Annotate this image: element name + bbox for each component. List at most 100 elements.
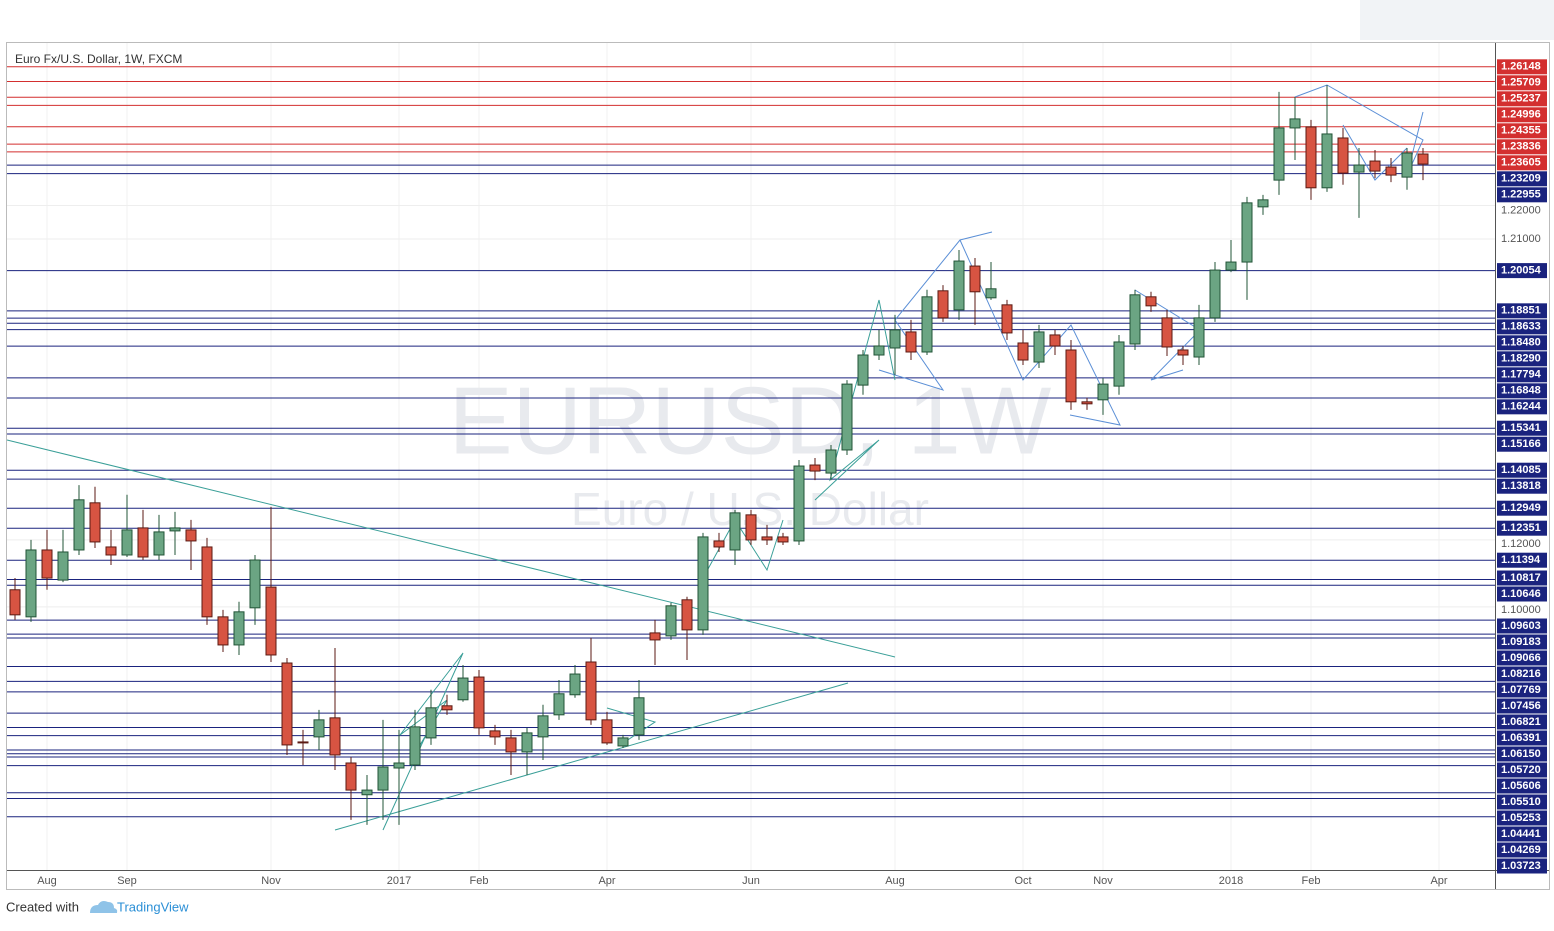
chart-frame bbox=[6, 42, 1550, 890]
pattern-drawing bbox=[606, 707, 657, 746]
level-label: 1.03723 bbox=[1501, 860, 1541, 872]
candle-body bbox=[361, 789, 373, 796]
level-label-bg bbox=[1497, 462, 1547, 478]
candle-body bbox=[57, 551, 69, 581]
candle-body bbox=[1097, 383, 1109, 401]
candle-body bbox=[1321, 133, 1333, 189]
candle-body bbox=[185, 529, 197, 542]
level-label: 1.16848 bbox=[1501, 385, 1541, 397]
candle-body bbox=[521, 732, 533, 753]
level-label: 1.10646 bbox=[1501, 588, 1541, 600]
x-tick-label: Apr bbox=[1430, 875, 1447, 887]
level-label: 1.05510 bbox=[1501, 796, 1541, 808]
level-label: 1.18633 bbox=[1501, 321, 1541, 333]
candle-body bbox=[1113, 341, 1125, 387]
candle-body bbox=[1289, 118, 1301, 129]
candle-body bbox=[729, 512, 741, 551]
level-label-bg bbox=[1497, 842, 1547, 858]
x-tick-label: Aug bbox=[37, 875, 57, 887]
level-label-bg bbox=[1497, 123, 1547, 139]
level-label-bg bbox=[1497, 586, 1547, 602]
x-tick-label: Jun bbox=[742, 875, 760, 887]
candle-body bbox=[489, 730, 501, 738]
footer-prefix: Created with bbox=[6, 899, 79, 914]
candle-body bbox=[105, 546, 117, 556]
candle-body bbox=[409, 726, 421, 766]
candle-body bbox=[9, 589, 21, 616]
candle-body bbox=[1177, 349, 1189, 356]
level-label-bg bbox=[1497, 75, 1547, 91]
x-tick-label: 2018 bbox=[1219, 875, 1243, 887]
candle-body bbox=[633, 697, 645, 736]
level-label: 1.07769 bbox=[1501, 684, 1541, 696]
level-label: 1.23605 bbox=[1501, 157, 1541, 169]
level-label: 1.24355 bbox=[1501, 125, 1541, 137]
level-label-bg bbox=[1497, 91, 1547, 107]
candle-body bbox=[1193, 317, 1205, 358]
candle-body bbox=[617, 737, 629, 747]
level-label: 1.25237 bbox=[1501, 93, 1541, 105]
level-label: 1.04441 bbox=[1501, 828, 1541, 840]
candle-body bbox=[745, 514, 757, 541]
level-label: 1.13818 bbox=[1501, 480, 1541, 492]
level-label: 1.23836 bbox=[1501, 141, 1541, 153]
level-label-bg bbox=[1497, 436, 1547, 452]
level-label: 1.09603 bbox=[1501, 620, 1541, 632]
candle-body bbox=[585, 661, 597, 721]
candle-body bbox=[201, 546, 213, 618]
level-label: 1.15166 bbox=[1501, 438, 1541, 450]
candle-body bbox=[665, 605, 677, 637]
level-label: 1.06821 bbox=[1501, 716, 1541, 728]
level-label-bg bbox=[1497, 478, 1547, 494]
chart-title: Euro Fx/U.S. Dollar, 1W, FXCM bbox=[15, 52, 182, 66]
candle-body bbox=[1081, 401, 1093, 405]
candle-body bbox=[137, 527, 149, 558]
candle-body bbox=[505, 737, 517, 753]
level-label-bg bbox=[1497, 399, 1547, 415]
candle-body bbox=[1241, 202, 1253, 263]
watermark: EURUSD, 1W bbox=[449, 367, 1052, 474]
level-label-bg bbox=[1497, 794, 1547, 810]
candle-body bbox=[169, 527, 181, 532]
x-tick-label: Sep bbox=[117, 875, 137, 887]
candle-body bbox=[265, 586, 277, 656]
level-label-bg bbox=[1497, 570, 1547, 586]
candle-body bbox=[249, 559, 261, 609]
level-label: 1.04269 bbox=[1501, 844, 1541, 856]
level-label-bg bbox=[1497, 634, 1547, 650]
level-label-bg bbox=[1497, 714, 1547, 730]
level-label: 1.18290 bbox=[1501, 353, 1541, 365]
level-label: 1.20054 bbox=[1501, 265, 1542, 277]
level-label-bg bbox=[1497, 618, 1547, 634]
level-label-bg bbox=[1497, 730, 1547, 746]
candle-body bbox=[377, 766, 389, 791]
candle-body bbox=[953, 260, 965, 311]
level-label-bg bbox=[1497, 810, 1547, 826]
candle-body bbox=[1001, 304, 1013, 334]
level-label-bg bbox=[1497, 155, 1547, 171]
level-label-bg bbox=[1497, 858, 1547, 874]
footer-brand[interactable]: TradingView bbox=[117, 899, 189, 914]
level-label-bg bbox=[1497, 520, 1547, 536]
x-tick-label: Feb bbox=[1302, 875, 1321, 887]
x-tick-label: Feb bbox=[470, 875, 489, 887]
candle-body bbox=[441, 705, 453, 711]
level-label-bg bbox=[1497, 762, 1547, 778]
pattern-drawing bbox=[814, 299, 896, 501]
level-label-bg bbox=[1497, 666, 1547, 682]
candle-body bbox=[1129, 294, 1141, 345]
y-tick-label: 1.12000 bbox=[1501, 538, 1541, 550]
level-label-bg bbox=[1497, 682, 1547, 698]
x-tick-label: Nov bbox=[261, 875, 281, 887]
candle-body bbox=[217, 616, 229, 646]
candle-body bbox=[313, 719, 325, 738]
candle-body bbox=[1161, 317, 1173, 348]
candle-body bbox=[1225, 261, 1237, 271]
candle-body bbox=[649, 632, 661, 641]
candle-body bbox=[1033, 331, 1045, 363]
candle-body bbox=[457, 677, 469, 701]
level-label: 1.18480 bbox=[1501, 337, 1541, 349]
candle-body bbox=[537, 715, 549, 738]
level-label: 1.25709 bbox=[1501, 77, 1541, 89]
